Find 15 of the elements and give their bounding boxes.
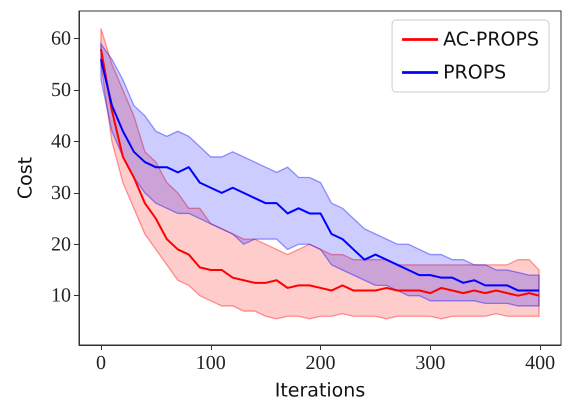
x-tick-label: 200	[306, 352, 336, 374]
y-axis-title: Cost	[14, 156, 36, 200]
y-tick-label: 50	[51, 79, 71, 102]
y-tick-label: 30	[51, 182, 71, 204]
x-axis-title: Iterations	[274, 380, 366, 402]
x-tick-label: 300	[415, 352, 446, 374]
x-tick-label: 0	[96, 352, 106, 374]
y-tick-label: 40	[51, 130, 71, 153]
legend-label: PROPS	[443, 62, 506, 84]
legend-label: AC-PROPS	[443, 28, 540, 50]
y-tick-label: 20	[51, 233, 71, 256]
x-tick-label: 100	[196, 352, 226, 374]
y-tick-label: 60	[51, 28, 71, 50]
x-tick-label: 400	[525, 352, 556, 374]
y-tick-label: 10	[51, 284, 71, 307]
